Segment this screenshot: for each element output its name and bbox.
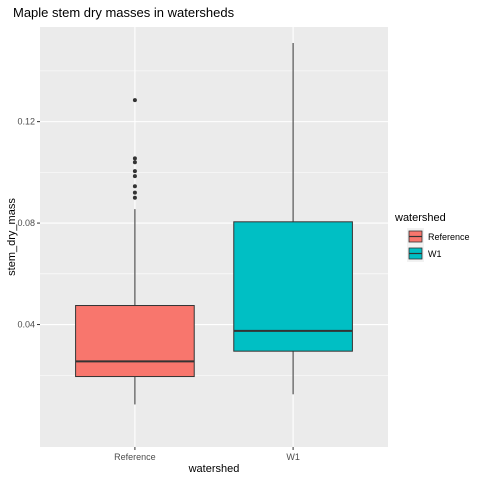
box-iqr xyxy=(233,221,353,352)
x-tick-label: Reference xyxy=(114,452,156,462)
legend-label: W1 xyxy=(428,249,442,259)
y-tick-label: 0.08 xyxy=(17,218,35,228)
box-iqr xyxy=(75,305,195,378)
legend-title: watershed xyxy=(394,212,446,224)
box-w1 xyxy=(233,43,353,395)
boxes xyxy=(75,43,353,405)
y-axis-title: stem_dry_mass xyxy=(6,198,18,276)
y-tick-label: 0.12 xyxy=(17,117,35,127)
outlier-point xyxy=(132,169,137,174)
outlier-point xyxy=(132,195,137,200)
chart-title: Maple stem dry masses in watersheds xyxy=(13,5,235,20)
legend: watershed Reference W1 xyxy=(394,212,470,262)
x-tick-label: W1 xyxy=(286,452,300,462)
x-axis-title: watershed xyxy=(188,463,240,475)
outlier-point xyxy=(132,156,137,161)
outlier-point xyxy=(132,160,137,165)
y-tick-label: 0.04 xyxy=(17,320,35,330)
y-axis: 0.04 0.08 0.12 xyxy=(17,117,40,330)
legend-label: Reference xyxy=(428,232,470,242)
outlier-point xyxy=(132,184,137,189)
outlier-point xyxy=(132,190,137,195)
outlier-point xyxy=(132,98,137,103)
x-axis: Reference W1 xyxy=(114,447,300,462)
box-reference xyxy=(75,98,195,405)
outlier-point xyxy=(132,174,137,179)
